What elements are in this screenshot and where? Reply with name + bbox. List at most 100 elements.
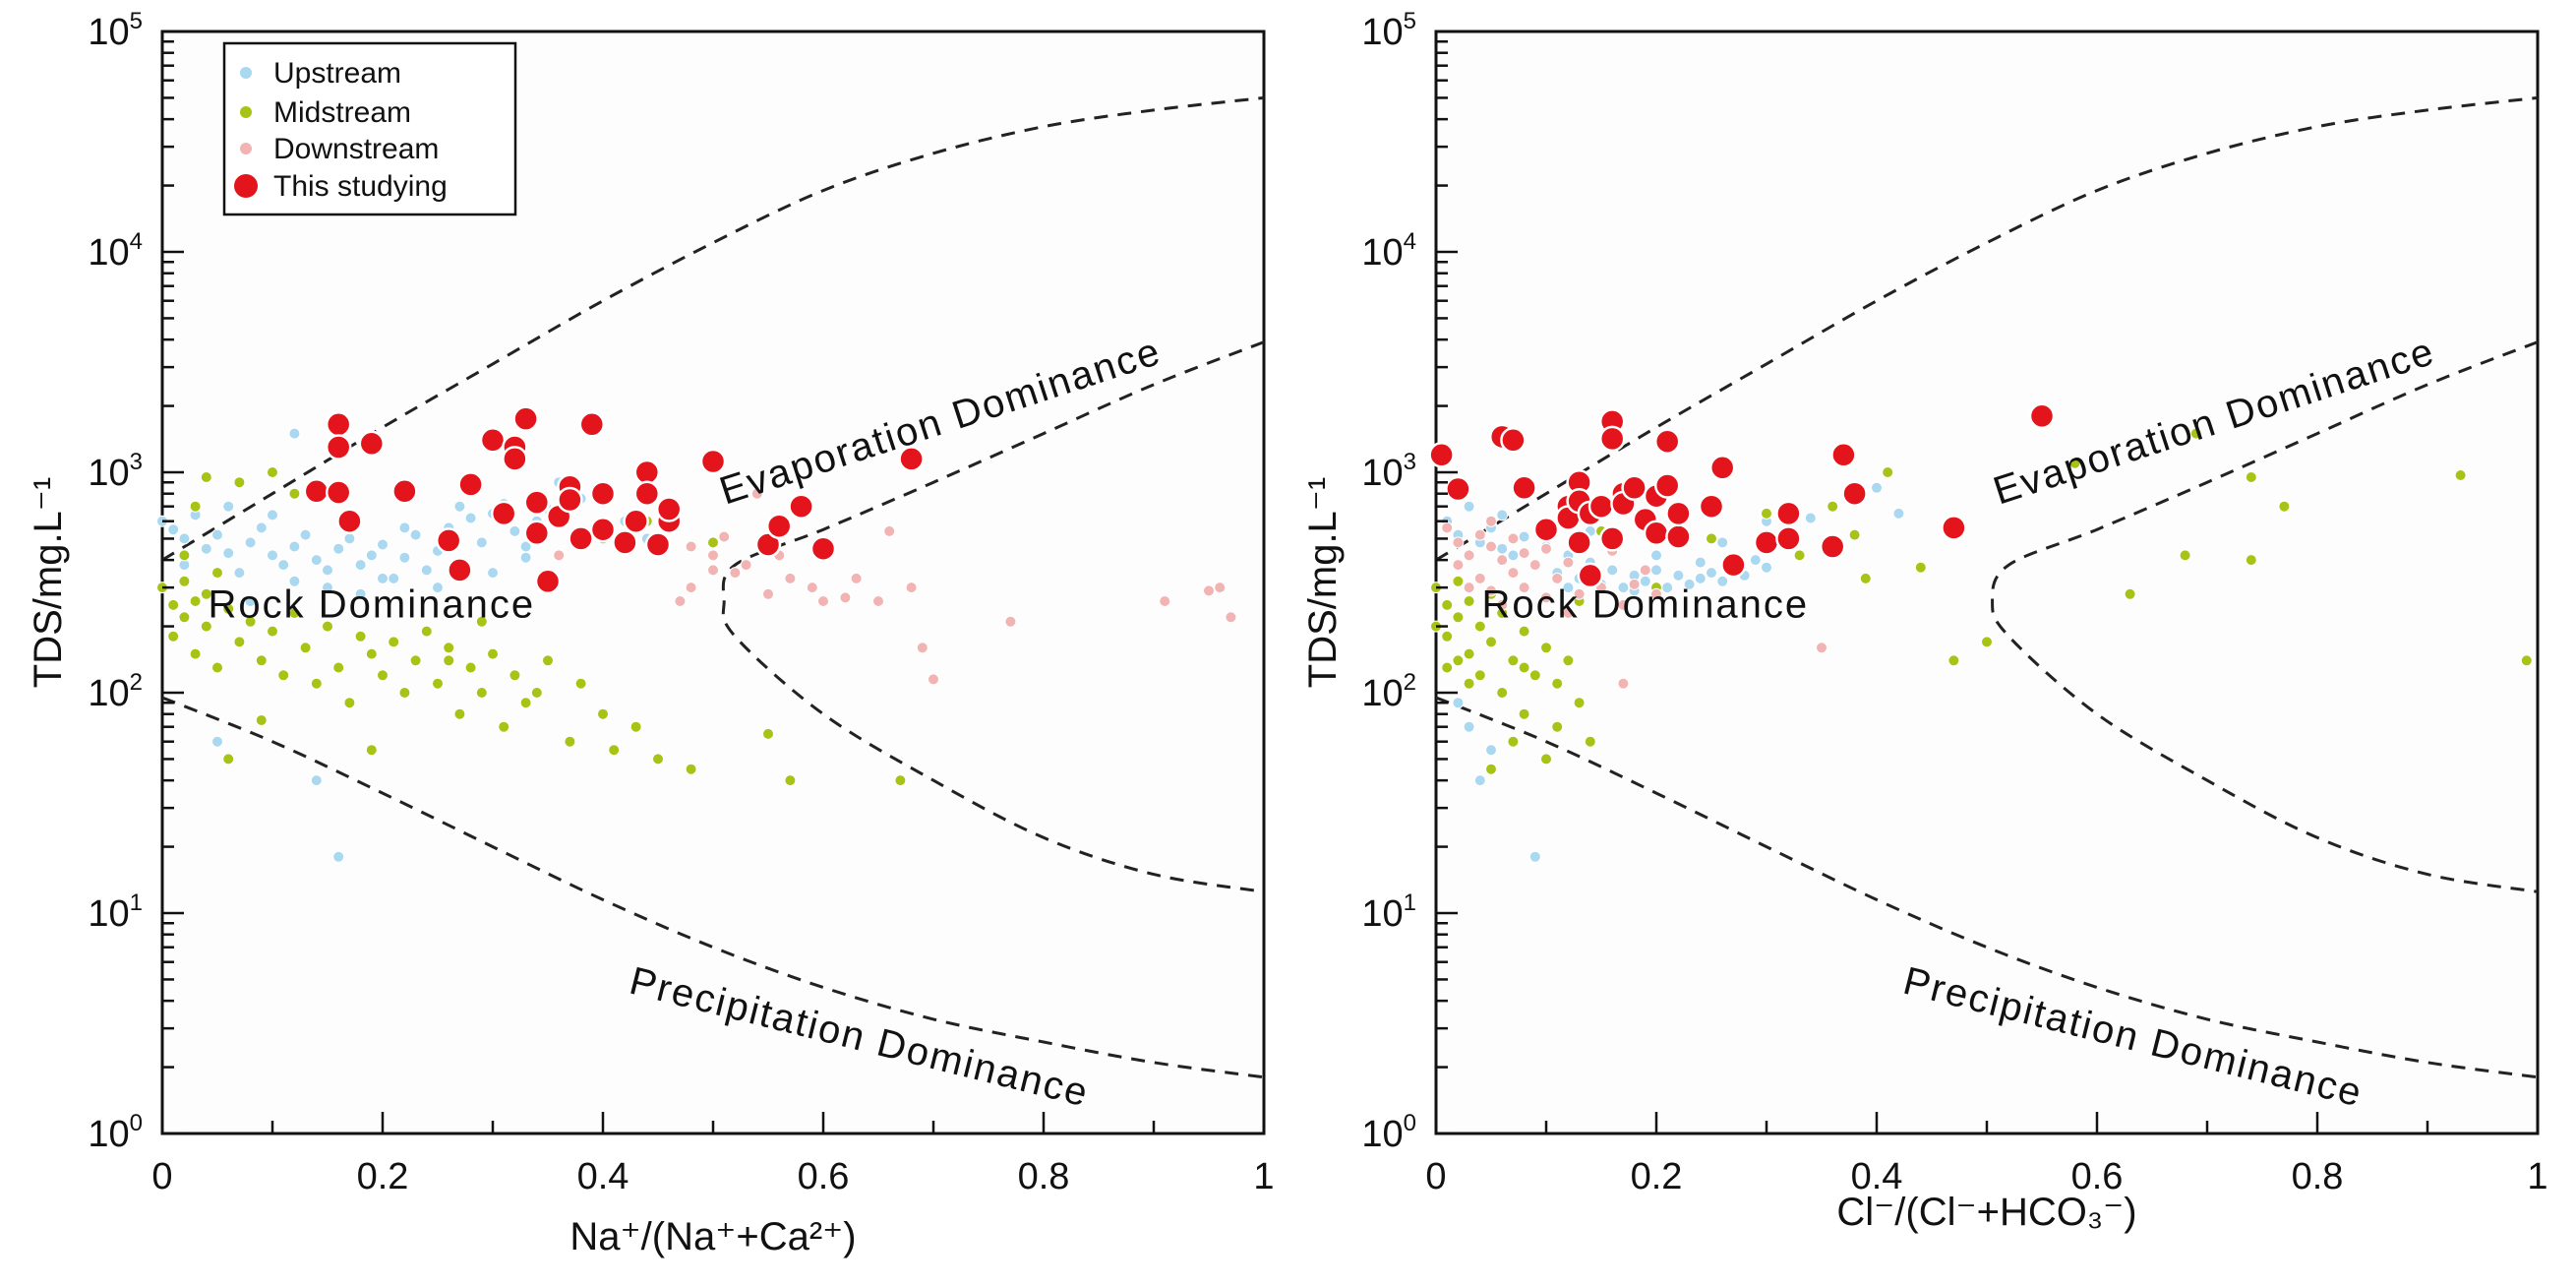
left-upper-boundary-curve xyxy=(161,95,1265,562)
right-point-downstream xyxy=(1562,556,1575,569)
left-point-downstream xyxy=(839,591,852,604)
left-point-this-study xyxy=(523,489,551,516)
left-point-upstream xyxy=(267,509,278,521)
right-point-this-study xyxy=(1577,562,1604,589)
left-point-midstream xyxy=(498,720,510,733)
left-point-downstream xyxy=(750,487,763,500)
right-point-this-study xyxy=(1708,455,1736,481)
right-point-upstream xyxy=(1749,554,1762,567)
right-point-downstream xyxy=(1540,591,1552,604)
right-point-this-study xyxy=(1665,500,1692,527)
left-point-upstream xyxy=(509,524,521,537)
right-point-this-study xyxy=(1720,551,1747,579)
left-point-midstream xyxy=(222,602,235,615)
right-point-downstream xyxy=(1540,542,1552,555)
left-point-midstream xyxy=(178,549,191,562)
right-point-downstream xyxy=(1562,607,1575,619)
right-point-upstream xyxy=(1485,744,1497,757)
right-point-this-study xyxy=(1830,442,1857,468)
right-point-upstream xyxy=(1694,556,1707,569)
right-point-midstream xyxy=(1551,720,1564,733)
right-point-this-study xyxy=(1753,529,1780,556)
right-point-midstream xyxy=(1507,735,1520,748)
left-point-midstream xyxy=(255,654,268,667)
right-point-midstream xyxy=(1452,575,1465,587)
left-point-upstream xyxy=(354,559,367,572)
right-point-this-study xyxy=(1775,525,1802,552)
right-point-downstream xyxy=(1452,559,1465,572)
left-y-tick-label: 103 xyxy=(88,449,143,494)
left-point-upstream xyxy=(398,551,411,564)
right-point-upstream xyxy=(1562,582,1575,594)
left-y-tick-label: 101 xyxy=(88,889,143,935)
right-y-tick-label: 101 xyxy=(1361,889,1416,935)
right-point-midstream xyxy=(1452,611,1465,624)
left-point-this-study xyxy=(557,486,583,514)
left-point-midstream xyxy=(652,753,664,766)
legend-label-downstream: Downstream xyxy=(273,133,439,165)
left-point-midstream xyxy=(707,536,719,549)
right-point-upstream xyxy=(1804,512,1817,524)
left-point-midstream xyxy=(762,727,774,740)
right-point-midstream xyxy=(1827,500,1839,513)
left-point-midstream xyxy=(564,735,576,748)
left-point-this-study xyxy=(523,520,551,547)
left-point-upstream xyxy=(343,532,356,545)
right-point-midstream xyxy=(1562,654,1575,667)
left-point-upstream xyxy=(310,554,323,567)
right-x-tick-label: 0.4 xyxy=(1851,1156,1903,1197)
left-point-this-study xyxy=(623,508,649,534)
left-point-this-study xyxy=(788,493,814,520)
left-point-downstream xyxy=(1203,584,1215,597)
left-point-midstream xyxy=(200,587,212,600)
left-point-this-study xyxy=(325,479,352,506)
right-point-midstream xyxy=(1528,669,1541,682)
left-point-midstream xyxy=(233,476,246,489)
right-point-this-study xyxy=(1653,428,1681,455)
right-point-midstream xyxy=(1551,677,1564,690)
left-point-upstream xyxy=(267,549,278,562)
left-point-downstream xyxy=(685,540,697,553)
right-y-tick-label: 104 xyxy=(1361,228,1416,274)
right-point-upstream xyxy=(1761,561,1772,574)
right-point-midstream xyxy=(1882,466,1894,478)
left-point-upstream xyxy=(519,540,532,553)
left-x-tick-label: 0.4 xyxy=(577,1156,629,1197)
right-point-this-study xyxy=(2028,402,2056,430)
left-point-midstream xyxy=(464,661,477,674)
left-point-downstream xyxy=(729,567,742,580)
left-inner-boundary-curve xyxy=(721,340,1265,893)
left-point-midstream xyxy=(255,714,268,726)
left-point-upstream xyxy=(299,528,312,541)
right-point-midstream xyxy=(1507,654,1520,667)
right-point-upstream xyxy=(1694,572,1707,584)
left-point-midstream xyxy=(178,611,191,624)
left-axis-ticks: 0 0.2 0.4 0.6 0.8 1 100 101 102 103 104 105 xyxy=(88,8,1274,1197)
right-point-downstream xyxy=(1452,536,1465,549)
right-inner-boundary-curve xyxy=(1991,340,2539,893)
left-point-this-study xyxy=(435,527,462,554)
left-data-points xyxy=(156,405,1237,863)
right-point-midstream xyxy=(1463,595,1475,607)
left-region-label: Rock Dominance xyxy=(209,582,536,626)
left-point-this-study xyxy=(490,500,517,527)
left-point-upstream xyxy=(475,536,488,549)
left-point-upstream xyxy=(354,587,367,600)
left-y-tick-label: 100 xyxy=(88,1110,143,1155)
left-point-midstream xyxy=(233,636,246,648)
left-point-this-study xyxy=(479,427,507,454)
left-point-upstream xyxy=(244,595,257,607)
left-point-upstream xyxy=(222,500,235,513)
right-point-upstream xyxy=(1650,564,1662,577)
left-point-upstream xyxy=(420,564,433,577)
right-point-downstream xyxy=(1496,598,1509,611)
left-point-midstream xyxy=(420,625,433,638)
left-point-upstream xyxy=(167,523,180,536)
right-y-axis-title: TDS/mg.L⁻¹ xyxy=(1301,477,1345,688)
left-point-midstream xyxy=(222,753,235,766)
right-point-upstream xyxy=(1473,774,1486,787)
right-point-downstream xyxy=(1628,578,1641,590)
right-point-midstream xyxy=(1981,636,1993,648)
right-point-downstream xyxy=(1473,528,1486,541)
